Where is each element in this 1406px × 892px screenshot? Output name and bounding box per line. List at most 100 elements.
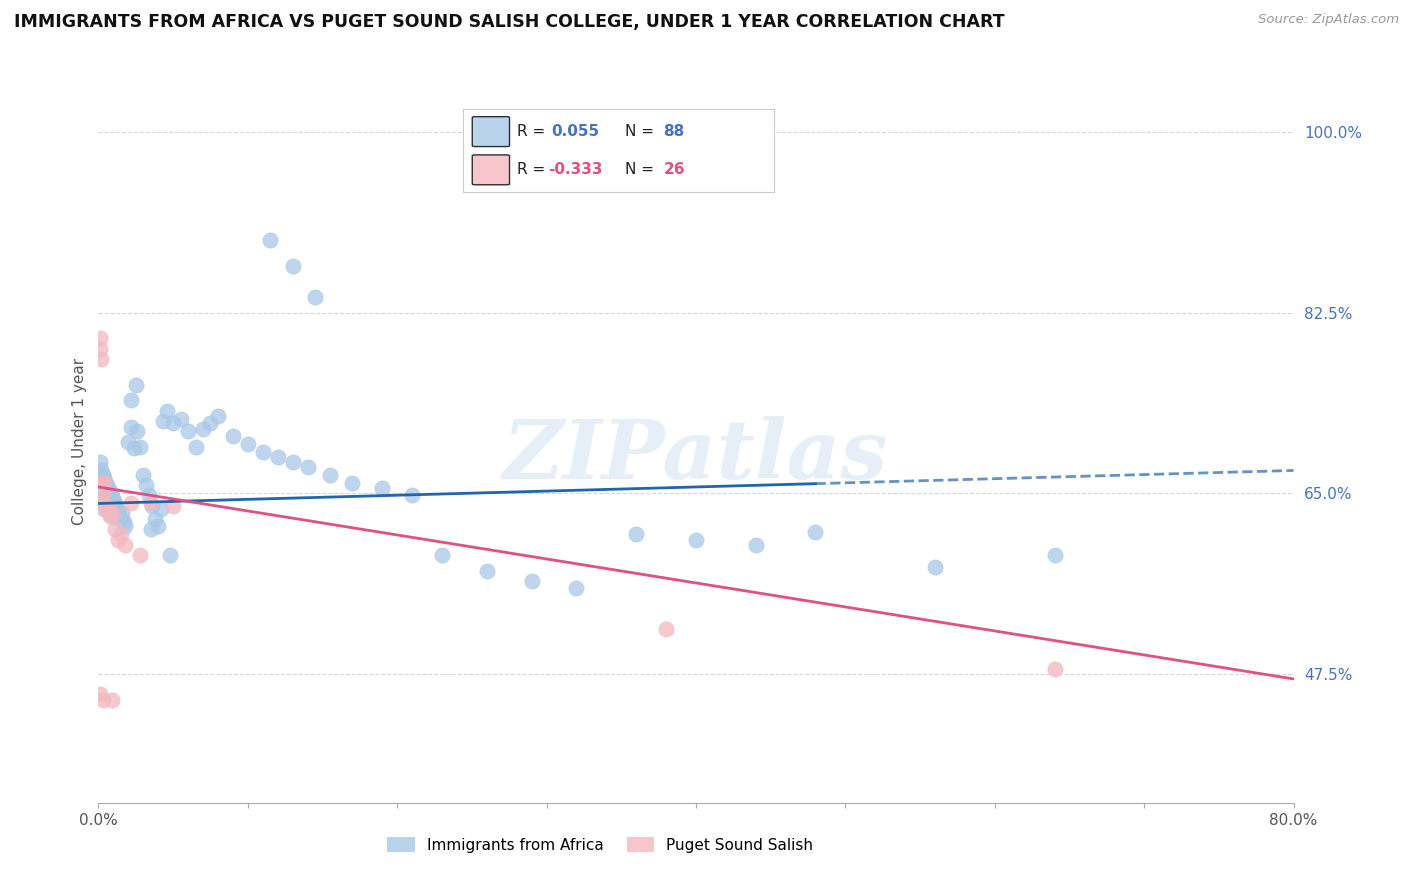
Point: [259, 233, 281, 247]
Point: [626, 527, 648, 541]
Point: [108, 508, 131, 523]
Point: [93, 481, 115, 495]
Point: [89, 475, 111, 490]
Text: ZIPatlas: ZIPatlas: [503, 416, 889, 496]
Text: IMMIGRANTS FROM AFRICA VS PUGET SOUND SALISH COLLEGE, UNDER 1 YEAR CORRELATION C: IMMIGRANTS FROM AFRICA VS PUGET SOUND SA…: [14, 13, 1005, 31]
Point: [97, 502, 120, 516]
Point: [105, 500, 128, 515]
Point: [101, 489, 124, 503]
Point: [96, 479, 118, 493]
Point: [685, 533, 707, 547]
Point: [655, 623, 678, 637]
Point: [520, 574, 543, 588]
Point: [129, 440, 152, 454]
Point: [91, 478, 114, 492]
Point: [207, 409, 229, 423]
Point: [93, 493, 115, 508]
Point: [236, 436, 259, 450]
Point: [1043, 662, 1066, 676]
Point: [105, 511, 128, 525]
Point: [139, 522, 162, 536]
Point: [96, 501, 118, 516]
Point: [120, 393, 142, 408]
Point: [90, 475, 112, 490]
Point: [745, 538, 768, 552]
Point: [101, 692, 124, 706]
Point: [371, 481, 394, 495]
Point: [475, 564, 498, 578]
Point: [90, 351, 112, 366]
Point: [162, 499, 184, 513]
Point: [430, 548, 453, 562]
Point: [139, 496, 162, 510]
Point: [91, 692, 114, 706]
Point: [89, 455, 111, 469]
Text: Source: ZipAtlas.com: Source: ZipAtlas.com: [1258, 13, 1399, 27]
Y-axis label: College, Under 1 year: College, Under 1 year: [72, 358, 87, 525]
Point: [97, 482, 120, 496]
Point: [90, 471, 112, 485]
Point: [184, 440, 207, 454]
Point: [98, 496, 122, 510]
Point: [342, 475, 364, 490]
Point: [91, 488, 114, 502]
Point: [117, 434, 139, 449]
Point: [91, 496, 114, 510]
Point: [125, 377, 148, 392]
Point: [297, 460, 319, 475]
Point: [124, 441, 146, 455]
Point: [159, 548, 181, 562]
Point: [120, 420, 142, 434]
Point: [89, 342, 111, 356]
Point: [114, 519, 136, 533]
Point: [103, 492, 125, 507]
Point: [90, 491, 112, 506]
Point: [281, 259, 304, 273]
Point: [191, 422, 214, 436]
Point: [200, 416, 222, 430]
Point: [103, 502, 125, 516]
Point: [98, 507, 122, 521]
Point: [281, 455, 304, 469]
Point: [96, 489, 118, 503]
Point: [222, 429, 245, 443]
Point: [150, 501, 173, 516]
Point: [103, 507, 125, 521]
Point: [120, 496, 142, 510]
Point: [91, 475, 114, 490]
Point: [94, 499, 117, 513]
Point: [89, 687, 111, 701]
Point: [148, 519, 170, 533]
Point: [110, 527, 132, 541]
Point: [93, 471, 115, 485]
Point: [98, 508, 122, 523]
Point: [138, 488, 160, 502]
Point: [177, 424, 200, 438]
Point: [91, 467, 114, 482]
Point: [97, 501, 120, 516]
Point: [267, 450, 290, 464]
Point: [101, 499, 124, 513]
Point: [94, 486, 117, 500]
Point: [169, 412, 191, 426]
Point: [565, 581, 588, 595]
Point: [93, 496, 115, 510]
Point: [112, 515, 135, 529]
Point: [89, 331, 111, 345]
Point: [152, 414, 174, 428]
Point: [111, 506, 134, 520]
Point: [319, 467, 342, 482]
Point: [94, 499, 117, 513]
Point: [114, 538, 136, 552]
Point: [93, 475, 115, 490]
Point: [90, 481, 112, 495]
Point: [127, 424, 149, 438]
Point: [107, 533, 129, 547]
Point: [91, 486, 114, 500]
Point: [90, 463, 112, 477]
Point: [93, 501, 115, 516]
Point: [97, 492, 120, 507]
Point: [924, 560, 946, 574]
Point: [135, 478, 157, 492]
Point: [129, 548, 152, 562]
